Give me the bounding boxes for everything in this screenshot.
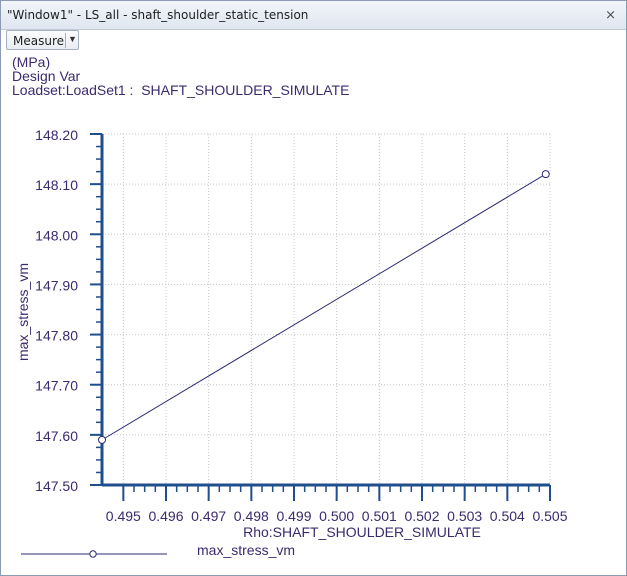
chevron-down-icon[interactable]: ▼ [68,34,77,44]
x-tick-label: 0.495 [106,508,141,524]
title-bar[interactable]: "Window1" - LS_all - shaft_shoulder_stat… [1,1,626,30]
x-tick-labels: 0.495 0.496 0.497 0.498 0.499 0.500 0.501 0.502… [106,508,568,524]
x-tick-label: 0.497 [191,508,226,524]
x-tick-label: 0.504 [490,508,525,524]
series-max-stress-vm [98,170,550,444]
x-tick-label: 0.501 [362,508,397,524]
x-tick-label: 0.499 [276,508,311,524]
x-tick-label: 0.503 [447,508,482,524]
y-tick-label: 148.10 [35,177,78,193]
y-tick-label: 148.00 [35,227,78,243]
dropdown-separator [65,33,66,48]
legend: max_stress_vm [21,542,295,558]
x-tick-label: 0.500 [319,508,354,524]
x-axis-title: Rho:SHAFT_SHOULDER_SIMULATE [243,524,481,540]
x-tick-label: 0.502 [404,508,439,524]
y-tick-label: 147.50 [35,478,78,494]
measure-button-label: Measure [13,34,64,48]
x-tick-label: 0.496 [148,508,183,524]
units-label: (MPa) [12,54,51,70]
tick-marks [90,133,551,501]
chart-header: (MPa) Design Var Loadset:LoadSet1 : SHAF… [12,55,349,97]
window-title: "Window1" - LS_all - shaft_shoulder_stat… [7,8,309,22]
y-tick-label: 147.70 [35,378,78,394]
design-var-label: Design Var [12,68,81,84]
legend-marker [89,550,97,558]
data-point[interactable] [98,435,106,444]
x-tick-label: 0.505 [532,508,567,524]
axes [100,134,550,487]
legend-label: max_stress_vm [197,542,295,558]
x-tick-label: 0.498 [234,508,269,524]
y-tick-label: 147.60 [35,428,78,444]
y-tick-label: 148.20 [35,127,78,143]
y-tick-labels: 147.50 147.60 147.70 147.80 147.90 148.00 148.… [35,127,78,494]
measure-dropdown-button[interactable]: Measure ▼ [6,30,79,50]
close-icon[interactable]: ⨯ [605,7,616,22]
y-tick-label: 147.90 [35,277,78,293]
series-line [101,173,546,441]
y-axis-title: max_stress_vm [15,263,31,361]
grid-lines [102,133,551,485]
toolbar: Measure ▼ [1,30,626,52]
loadset-label: Loadset:LoadSet1 : SHAFT_SHOULDER_SIMULA… [12,82,350,98]
data-point[interactable] [541,170,550,179]
y-tick-label: 147.80 [35,328,78,344]
